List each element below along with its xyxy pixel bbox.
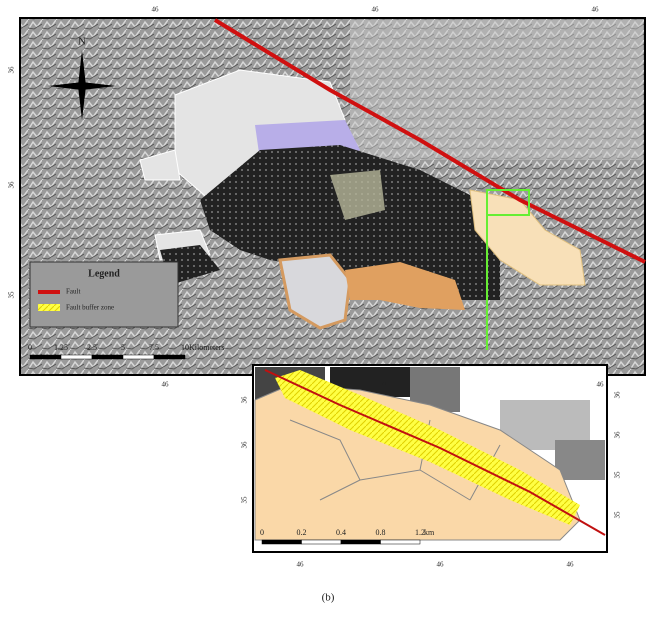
coordinate-label: 36 [8,181,16,189]
coordinate-label: 46 [372,6,380,14]
mountain-shade [350,20,643,160]
raster-cell [555,440,605,480]
scale-label: 0 [28,343,32,352]
coordinate-label: 46 [597,381,605,389]
scale-label: 1.25 [54,343,68,352]
legend-item: Fault [66,288,80,296]
coordinate-label: 35 [614,511,622,519]
scale-segment [302,540,342,544]
scale-label: 0.2 [297,528,307,537]
figure: N Legend Fault Fault buffer zone 0 1.25 2.… [0,0,656,617]
coordinate-label: 35 [8,291,16,299]
legend-item: Fault buffer zone [66,304,114,312]
coordinate-label: 46 [162,381,170,389]
scale-unit: Kilometers [189,343,225,352]
scale-segment [381,540,421,544]
coordinate-label: 46 [437,561,445,569]
caption: (b) [322,592,335,604]
coordinate-label: 35 [241,496,249,504]
coordinate-label: 46 [592,6,600,14]
legend-swatch [38,304,60,311]
scale-label: 0 [260,528,264,537]
coordinate-label: 46 [567,561,575,569]
coordinate-label: 35 [614,471,622,479]
coordinate-label: 36 [614,431,622,439]
coordinate-label: 46 [297,561,305,569]
coordinate-label: 36 [614,391,622,399]
scale-label: 5 [121,343,125,352]
scale-segment [30,355,61,359]
scale-segment [92,355,123,359]
scale-segment [123,355,154,359]
coordinate-label: 36 [241,441,249,449]
north-label: N [78,36,86,48]
coordinate-label: 46 [152,6,160,14]
legend: Legend Fault Fault buffer zone [30,262,178,327]
scale-segment [341,540,381,544]
coordinate-label: 36 [241,396,249,404]
scale-unit: km [424,528,435,537]
scale-label: 7.5 [149,343,159,352]
scale-label: 10 [181,343,189,352]
scale-label: 2.5 [87,343,97,352]
main-map: N Legend Fault Fault buffer zone 0 1.25 2.… [20,18,645,375]
legend-title: Legend [88,268,120,279]
scale-label: 0.8 [376,528,386,537]
scale-segment [61,355,92,359]
scale-segment [154,355,185,359]
coordinate-label: 46 [382,381,390,389]
scale-label: 0.4 [336,528,346,537]
scale-segment [262,540,302,544]
coordinate-label: 36 [8,66,16,74]
